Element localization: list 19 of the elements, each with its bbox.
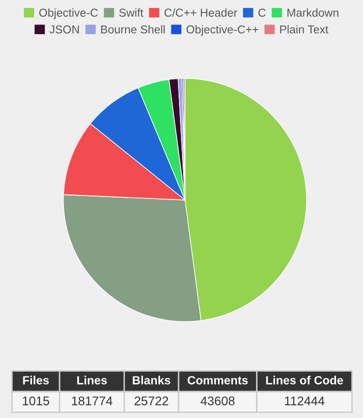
text: 1015 — [22, 396, 50, 406]
text: Blanks — [132, 376, 170, 384]
text: Lines of Code — [266, 376, 344, 384]
legend-label: Objective-C — [39, 8, 98, 19]
legend-label: Bourne Shell — [101, 25, 165, 34]
legend-label: JSON — [50, 25, 79, 34]
legend-label: Plain Text — [280, 25, 328, 34]
text: 43608 — [200, 396, 235, 406]
legend-label: Objective-C++ — [186, 25, 258, 36]
text: 25722 — [134, 396, 168, 406]
legend-label: Markdown — [287, 8, 338, 17]
legend-label: Swift — [119, 8, 144, 17]
text: 112444 — [284, 396, 324, 406]
text: Comments — [188, 376, 248, 384]
legend-label: C — [258, 8, 266, 17]
legend-label: C/C++ Header — [164, 8, 238, 17]
text: Lines — [77, 376, 107, 384]
text: 181774 — [72, 396, 112, 406]
text: Files — [23, 376, 49, 384]
